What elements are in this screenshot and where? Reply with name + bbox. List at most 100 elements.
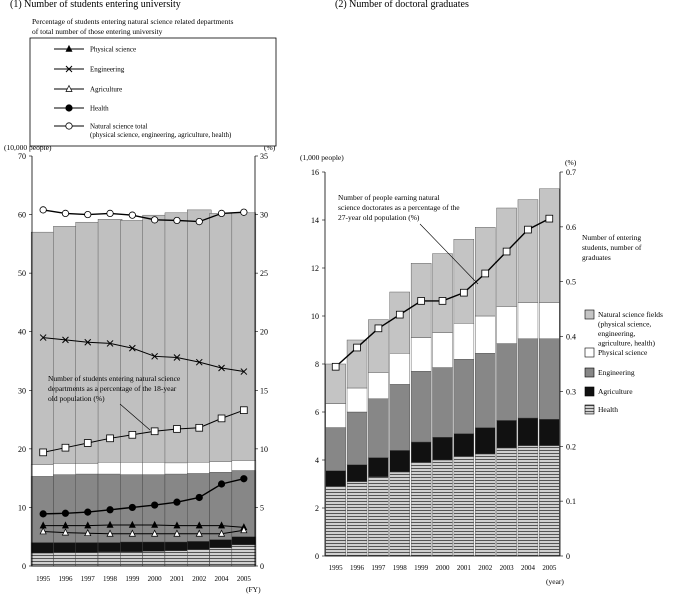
chart2-bar-physical-science-1997	[368, 372, 389, 399]
chart2-left-tick-label-10: 10	[311, 312, 319, 321]
chart1-line-engineering	[43, 337, 244, 373]
chart2-left-tick-label-8: 8	[315, 360, 319, 369]
chart1-point-agriculture-1998	[106, 529, 114, 537]
chart1-point-physical-science-2004	[218, 521, 226, 529]
chart1-x-tick-label-2005: 2005	[237, 575, 252, 583]
chart1-x-tick-label-1998: 1998	[103, 575, 118, 583]
chart2-bar-engineering-2004	[517, 338, 539, 419]
chart1-point-health-1995	[39, 510, 47, 518]
chart1-x-tick-label-1995: 1995	[36, 575, 51, 583]
chart1-point-physical-science-2000	[151, 520, 159, 528]
chart2-bar-engineering-1995	[325, 427, 346, 472]
chart1-point-natural-science-total-2004	[217, 209, 226, 217]
chart2-bar-physical-science-1998	[389, 353, 410, 385]
chart1-point-agriculture-2005	[240, 525, 248, 534]
chart2-side-label-line2: students, number of	[582, 243, 642, 252]
chart2-bar-engineering-1999	[410, 371, 432, 443]
chart1-legend-marker-agriculture	[65, 84, 73, 92]
chart2-bar-physical-science-2001	[453, 323, 475, 360]
chart2-legend-label-engineering: Engineering	[598, 368, 635, 377]
chart1-point-health-1996	[61, 509, 70, 517]
chart1-point-engineering-1998	[106, 340, 114, 347]
chart2-legend-swatch-physical-science	[584, 347, 595, 358]
chart1-legend-label-natural-science-total: Natural science total	[90, 123, 148, 131]
chart1-bar-health-2002	[187, 549, 212, 567]
chart2-bar-physical-science-2003	[496, 306, 517, 344]
chart2-bar-agriculture-1999	[410, 441, 432, 463]
chart1-bar-health-2005	[231, 544, 257, 567]
chart2-annotation-bg	[336, 192, 462, 227]
chart2-x-tick-label-2004: 2004	[521, 564, 536, 572]
chart1-point-engineering-1996	[62, 336, 69, 344]
chart2-bar-health-1995	[325, 486, 346, 557]
chart2-legend-sublabel-1: (physical science,	[598, 320, 651, 329]
chart1-point-engineering-2000	[151, 352, 159, 360]
chart2-right-tick-label-0.6: 0.6	[566, 223, 576, 232]
chart2-bar-agriculture-2005	[539, 419, 560, 446]
chart1-annotation-line1: Number of students entering natural scie…	[48, 374, 181, 383]
chart1-point-engineering-1995-stroke-b	[39, 334, 47, 341]
chart1-point-engineering-2005-stroke-b	[240, 368, 248, 375]
chart1-point-engineering-1998-stroke-b	[106, 340, 114, 347]
chart1-point-physical-science-2002	[195, 521, 203, 529]
chart1-bar-health-1998	[97, 551, 123, 567]
chart1-point-health-2005	[240, 475, 248, 483]
chart2-bar-physical-science-1999	[410, 337, 432, 372]
chart2-legend-label-physical-science: Physical science	[598, 348, 648, 357]
chart1-x-tick-label-2002: 2002	[192, 575, 207, 583]
chart2-bar-engineering-2003	[496, 343, 517, 421]
chart1-legend-sublabel-natural-science-total: (physical science, engineering, agricult…	[90, 131, 232, 139]
chart2-point-1996	[353, 343, 361, 352]
chart2-bar-agriculture-2004	[517, 417, 539, 446]
chart2-legend-label-natural-science-fields: Natural science fields	[598, 310, 663, 319]
chart2-bar-natural-science-fields-1998	[389, 291, 410, 354]
chart2-legend-label-health: Health	[598, 405, 618, 414]
chart1-point-engineering-1999-stroke-b	[128, 344, 136, 352]
chart2-right-tick-label-0.3: 0.3	[566, 387, 576, 396]
chart2-x-unit: (year)	[546, 577, 564, 586]
chart1-point-physical-science-1998	[106, 520, 114, 528]
chart1-title: (1) Number of students entering universi…	[10, 0, 181, 10]
chart1-annotation-pointer	[119, 403, 151, 431]
chart2-legend-swatch-natural-science-fields	[584, 309, 595, 320]
chart1-right-tick-label-30: 30	[260, 211, 268, 220]
chart2-bar-engineering-1996	[346, 411, 368, 465]
chart2-point-2004	[524, 225, 532, 234]
chart1-x-tick-label-1999: 1999	[125, 575, 140, 583]
chart1-bar-health-2000	[142, 551, 167, 567]
chart2-bar-natural-science-fields-2005	[539, 188, 560, 304]
chart1-point-agriculture-2004	[217, 529, 226, 537]
chart1-point-engineering-2002-stroke-b	[195, 358, 203, 366]
chart2-point-2000	[438, 297, 447, 305]
chart2-bar-health-1999	[410, 462, 432, 557]
chart1-bar-health-2001	[164, 550, 190, 567]
chart2-bar-physical-science-2000	[432, 332, 453, 368]
chart2-bar-physical-science-2002	[475, 315, 496, 354]
chart2-x-tick-label-2002: 2002	[478, 564, 493, 572]
chart1-line-natural-science-total	[43, 209, 244, 223]
chart1-point-engineering-2004	[218, 364, 225, 372]
chart2-bar-health-2003	[496, 447, 517, 557]
chart1-left-tick-label-20: 20	[18, 445, 26, 454]
chart2-left-tick-label-14: 14	[311, 216, 319, 225]
chart1-left-tick-label-50: 50	[18, 269, 26, 278]
chart2-bar-natural-science-fields-2000	[432, 253, 453, 334]
chart1-right-tick-label-35: 35	[260, 152, 268, 161]
chart2-side-label-line1: Number of entering	[582, 233, 641, 242]
chart1-point-engineering-2001	[173, 354, 181, 361]
chart1-point-physical-science-1996	[61, 521, 69, 529]
chart2-bar-natural-science-fields-2001	[453, 238, 475, 324]
chart2-left-tick-label-6: 6	[315, 408, 319, 417]
chart2-bar-health-2002	[475, 453, 496, 557]
chart1-line-number-of-students-entering-natural-scie	[43, 409, 245, 453]
chart2-left-tick-label-0: 0	[315, 552, 319, 561]
chart1-right-tick-label-15: 15	[260, 386, 268, 395]
chart1-point-number-of-students-entering-natural-scie-2002	[195, 423, 204, 432]
chart2-plot: 0 2 4 6 8 10 12 14 16 0 0.1 0.2 0.3 0.4 0.5 0.6 0.7 1995 1…	[311, 168, 576, 572]
chart1-point-natural-science-total-1999	[128, 211, 136, 219]
chart1-line-health	[43, 478, 245, 515]
chart1-left-tick-label-70: 70	[18, 152, 26, 161]
chart2-bar-health-2005	[539, 445, 560, 557]
chart1-legend-label-health: Health	[90, 105, 109, 113]
